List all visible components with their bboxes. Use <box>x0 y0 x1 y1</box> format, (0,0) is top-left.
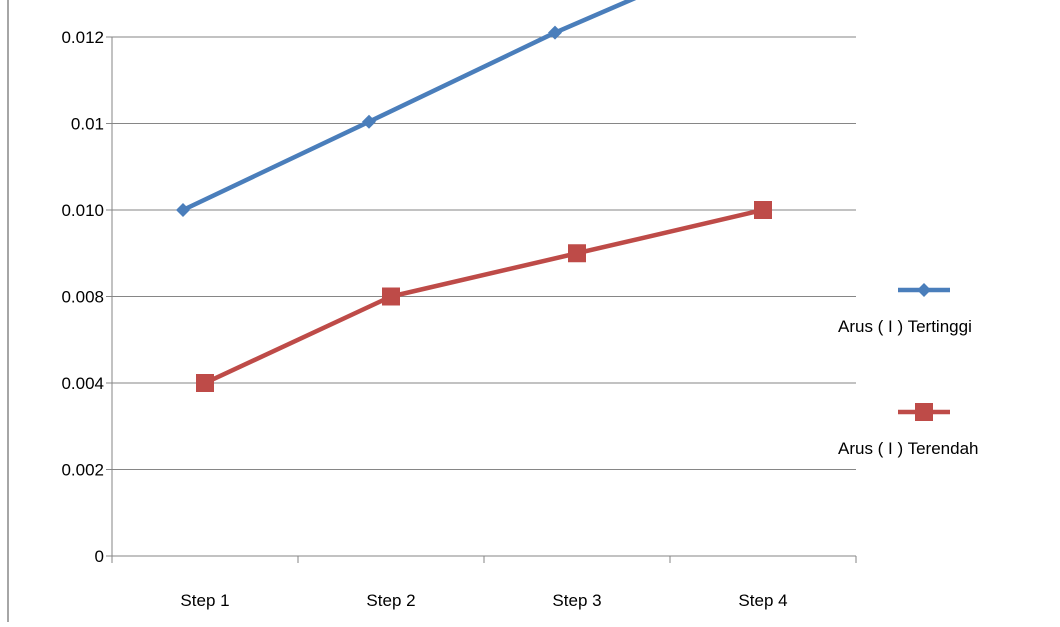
data-point <box>548 25 562 40</box>
legend-entry-2: Arus ( I ) Terendah <box>838 403 978 458</box>
data-point <box>196 374 214 392</box>
series-line <box>180 0 637 213</box>
y-tick-label: 0.010 <box>61 201 104 220</box>
data-point <box>754 201 772 219</box>
data-point <box>382 287 400 306</box>
axes: 0 0.002 0.004 0.008 0.010 0.01 0.012 Step 1 Step… <box>61 28 857 610</box>
x-tick-label: Step 1 <box>180 591 229 610</box>
series-2 <box>196 201 772 392</box>
y-tick-label: 0.01 <box>71 115 104 134</box>
data-point <box>176 203 190 217</box>
y-tick-label: 0.012 <box>61 28 104 47</box>
y-tick-label: 0.004 <box>61 374 104 393</box>
legend-label: Arus ( I ) Terendah <box>838 439 978 458</box>
x-tick-label: Step 4 <box>738 591 787 610</box>
legend-label: Arus ( I ) Tertinggi <box>838 317 972 336</box>
legend-marker <box>915 403 933 421</box>
x-tick-label: Step 2 <box>366 591 415 610</box>
legend: Arus ( I ) Tertinggi Arus ( I ) Terendah <box>838 283 978 458</box>
legend-entry-1: Arus ( I ) Tertinggi <box>838 283 972 336</box>
data-point <box>362 114 376 129</box>
series-1 <box>176 0 637 217</box>
y-tick-label: 0.002 <box>61 461 104 480</box>
series-line <box>202 207 766 386</box>
x-tick-label: Step 3 <box>552 591 601 610</box>
gridlines <box>112 36 856 470</box>
series-group <box>176 0 772 392</box>
y-tick-label: 0 <box>95 547 104 566</box>
legend-marker <box>917 283 931 297</box>
y-tick-label: 0.008 <box>61 288 104 307</box>
data-point <box>568 244 586 263</box>
